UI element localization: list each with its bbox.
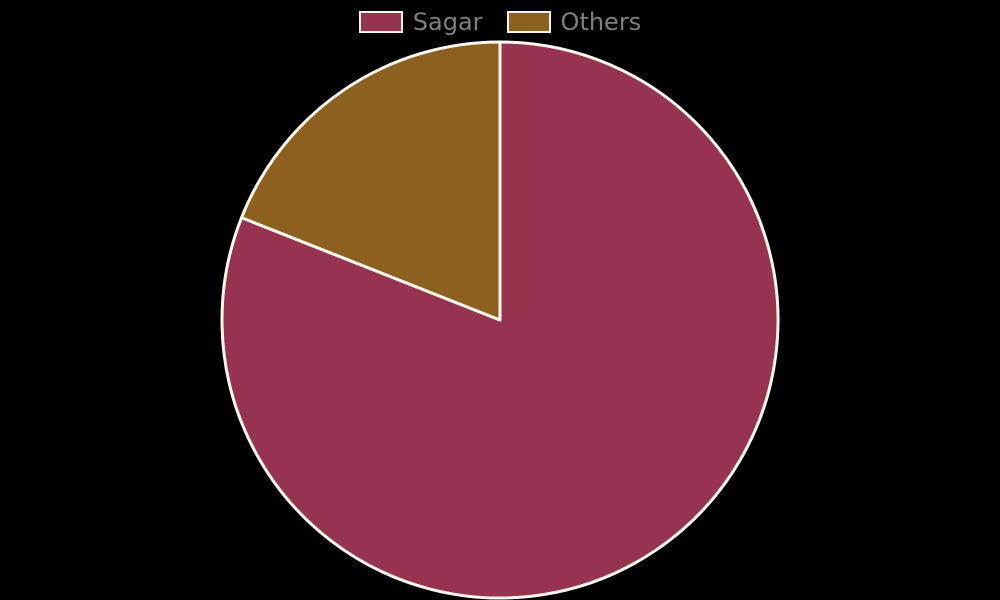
legend-label-others: Others [561,8,642,36]
pie-svg [218,38,782,600]
legend-swatch-sagar [359,11,403,33]
legend-swatch-others [507,11,551,33]
pie-chart [218,38,782,600]
legend-item-others: Others [507,8,642,36]
chart-stage: Sagar Others [0,0,1000,600]
legend-item-sagar: Sagar [359,8,483,36]
legend-label-sagar: Sagar [413,8,483,36]
legend: Sagar Others [0,8,1000,36]
